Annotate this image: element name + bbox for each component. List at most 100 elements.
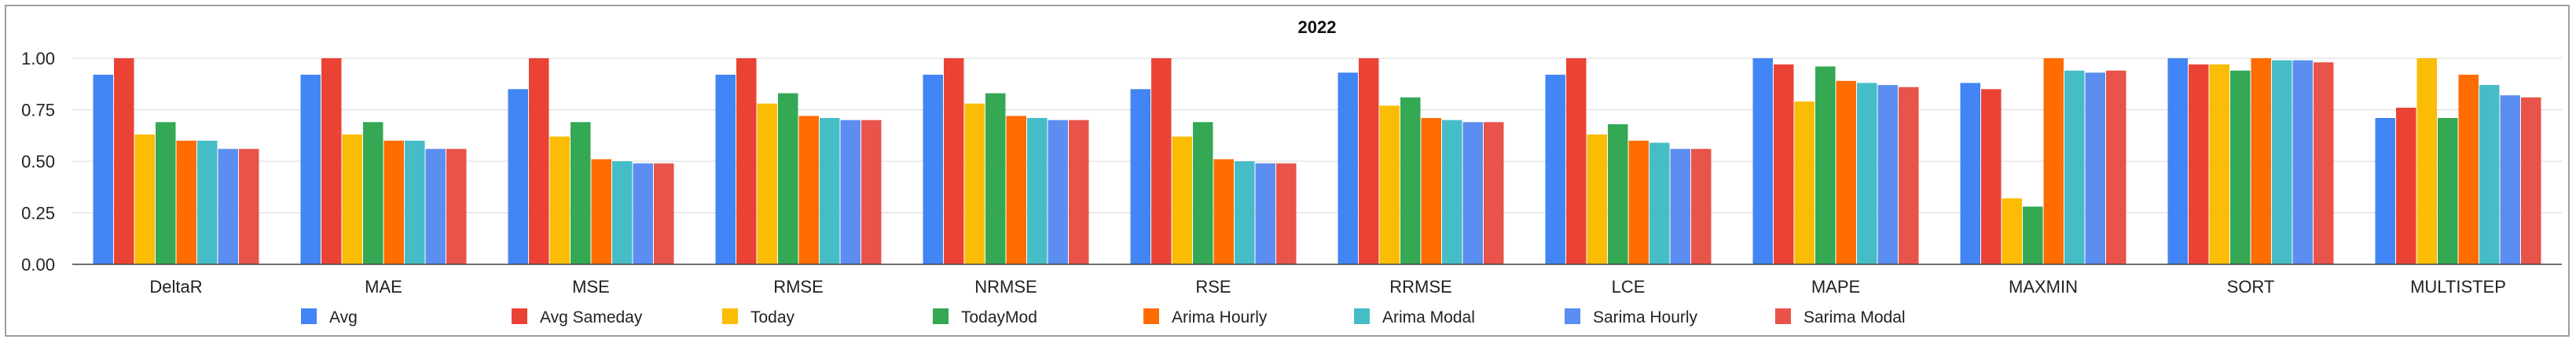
bar bbox=[2521, 97, 2541, 264]
bar bbox=[654, 163, 674, 264]
bar bbox=[1752, 58, 1773, 264]
bar bbox=[736, 58, 757, 264]
bar bbox=[757, 103, 777, 264]
bar bbox=[405, 140, 425, 264]
legend-swatch bbox=[301, 308, 317, 324]
bar bbox=[1069, 120, 1089, 264]
bar bbox=[1213, 159, 1234, 264]
legend-swatch bbox=[722, 308, 738, 324]
bar bbox=[1877, 85, 1898, 264]
bar bbox=[197, 140, 218, 264]
y-tick-label: 0.25 bbox=[21, 204, 55, 223]
bar bbox=[2209, 64, 2229, 264]
x-tick-label: LCE bbox=[1612, 277, 1646, 297]
chart-frame: 0.00 0.25 0.50 0.75 1.00 DeltaR MAE MSE RMSE NRM… bbox=[5, 5, 2570, 337]
bar bbox=[2314, 62, 2334, 265]
bar bbox=[1462, 122, 1483, 264]
bar bbox=[1545, 74, 1565, 265]
legend-swatch bbox=[512, 308, 527, 324]
gridlines bbox=[72, 57, 2562, 213]
bar bbox=[1836, 80, 1856, 264]
y-tick-label: 0.75 bbox=[21, 101, 55, 120]
x-tick-label: SORT bbox=[2227, 277, 2275, 297]
bar bbox=[1442, 120, 1462, 264]
bar bbox=[425, 149, 446, 264]
legend-label: TodayMod bbox=[961, 308, 1037, 326]
bar bbox=[944, 58, 964, 264]
bar bbox=[2064, 70, 2085, 264]
bar bbox=[1048, 120, 1068, 264]
legend-label: Sarima Modal bbox=[1804, 308, 1906, 326]
x-tick-label: MAE bbox=[365, 277, 402, 297]
legend-label: Avg Sameday bbox=[540, 308, 643, 326]
x-tick-label: MAXMIN bbox=[2009, 277, 2078, 297]
bar bbox=[840, 120, 861, 264]
x-tick-label: MSE bbox=[572, 277, 610, 297]
bar bbox=[2043, 58, 2064, 264]
bar bbox=[820, 117, 840, 264]
bar bbox=[2479, 85, 2500, 264]
bar bbox=[239, 149, 259, 264]
bar bbox=[2106, 70, 2126, 264]
bar bbox=[1981, 89, 2002, 264]
bar bbox=[446, 149, 467, 264]
legend-label: Arima Hourly bbox=[1172, 308, 1268, 326]
bar bbox=[529, 58, 549, 264]
bar bbox=[342, 134, 362, 264]
bar bbox=[508, 89, 528, 264]
bar bbox=[1006, 116, 1026, 264]
y-tick-label: 0.50 bbox=[21, 152, 55, 172]
bar bbox=[1400, 97, 1421, 264]
bar bbox=[633, 163, 653, 264]
y-tick-label: 0.00 bbox=[21, 255, 55, 275]
bar bbox=[1235, 161, 1255, 264]
bar bbox=[218, 149, 238, 264]
legend-label: Avg bbox=[329, 308, 358, 326]
bar bbox=[964, 103, 985, 264]
legend-label: Sarima Hourly bbox=[1593, 308, 1698, 326]
bar bbox=[1172, 136, 1192, 264]
bars bbox=[93, 58, 2541, 265]
legend-swatch bbox=[1775, 308, 1791, 324]
bar bbox=[612, 161, 633, 264]
bar bbox=[2416, 58, 2437, 264]
bar bbox=[134, 134, 155, 264]
bar bbox=[1649, 142, 1670, 264]
bar bbox=[363, 122, 383, 264]
legend: Avg Avg Sameday Today TodayMod Arima Hourly A… bbox=[301, 308, 1906, 326]
bar bbox=[1151, 58, 1172, 264]
bar bbox=[1899, 87, 1919, 265]
bar bbox=[1815, 66, 1836, 264]
bar bbox=[1691, 149, 1712, 264]
bar bbox=[1566, 58, 1587, 264]
bar bbox=[1193, 122, 1213, 264]
bar bbox=[93, 74, 113, 265]
x-axis-ticks: DeltaR MAE MSE RMSE NRMSE RSE RRMSE LCE MAPE MAXM… bbox=[149, 277, 2506, 297]
bar bbox=[2085, 72, 2105, 264]
x-tick-label: RMSE bbox=[773, 277, 824, 297]
bar bbox=[300, 74, 321, 265]
x-tick-label: RSE bbox=[1195, 277, 1231, 297]
bar bbox=[1587, 134, 1607, 264]
x-tick-label: DeltaR bbox=[149, 277, 202, 297]
y-tick-label: 1.00 bbox=[21, 49, 55, 68]
legend-label: Today bbox=[750, 308, 795, 326]
bar bbox=[1960, 83, 1980, 264]
bar bbox=[1608, 124, 1628, 264]
bar bbox=[156, 122, 176, 264]
x-tick-label: NRMSE bbox=[974, 277, 1037, 297]
bar bbox=[114, 58, 134, 264]
chart-title: 2022 bbox=[1298, 17, 1337, 37]
bar bbox=[1027, 117, 1048, 264]
x-tick-label: MULTISTEP bbox=[2410, 277, 2506, 297]
bar bbox=[2500, 95, 2520, 264]
bar bbox=[1794, 101, 1815, 264]
bar bbox=[2375, 117, 2395, 264]
bar bbox=[2396, 107, 2416, 264]
bar bbox=[2251, 58, 2271, 264]
bar bbox=[1338, 72, 1358, 264]
bar bbox=[2292, 60, 2313, 265]
bar bbox=[861, 120, 882, 264]
bar bbox=[1255, 163, 1275, 264]
bar bbox=[383, 140, 404, 264]
